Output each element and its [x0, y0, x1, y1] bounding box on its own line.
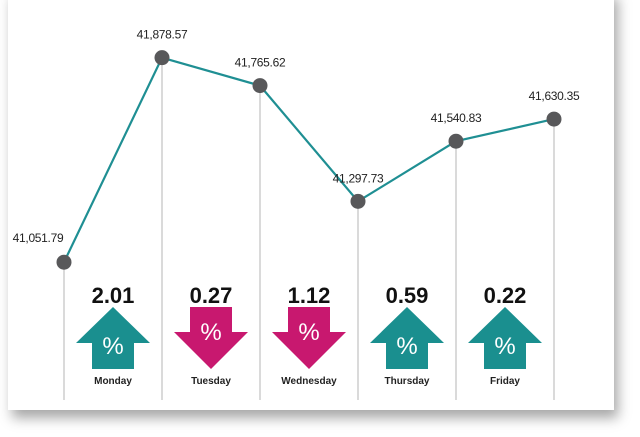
data-point	[56, 254, 72, 270]
data-label: 41,630.35	[529, 89, 580, 103]
day-label: Monday	[94, 376, 132, 387]
series-line	[63, 56, 555, 263]
data-label: 41,540.83	[431, 111, 482, 125]
data-point	[546, 111, 562, 127]
down-arrow-icon	[272, 307, 346, 369]
percent-icon: %	[396, 333, 417, 360]
percent-icon: %	[200, 319, 221, 346]
data-label: 41,878.57	[137, 28, 188, 42]
percent-change-value: 1.12	[288, 283, 331, 308]
percent-change-value: 2.01	[92, 283, 135, 308]
up-arrow-icon	[76, 307, 150, 369]
day-label: Wednesday	[281, 376, 337, 387]
percent-change-value: 0.22	[484, 283, 527, 308]
data-point	[350, 193, 366, 209]
percent-icon: %	[298, 319, 319, 346]
percent-change-value: 0.27	[190, 283, 233, 308]
up-arrow-icon	[370, 307, 444, 369]
day-label: Thursday	[384, 376, 429, 387]
percent-change-value: 0.59	[386, 283, 429, 308]
data-label: 41,765.62	[235, 56, 286, 70]
data-label: 41,297.73	[333, 171, 384, 185]
day-label: Tuesday	[191, 376, 231, 387]
data-point	[154, 50, 170, 66]
percent-icon: %	[494, 333, 515, 360]
down-arrow-icon	[174, 307, 248, 369]
percent-icon: %	[102, 333, 123, 360]
data-label: 41,051.79	[13, 231, 64, 245]
up-arrow-icon	[468, 307, 542, 369]
data-point	[448, 133, 464, 149]
day-label: Friday	[490, 376, 520, 387]
data-point	[252, 78, 268, 94]
